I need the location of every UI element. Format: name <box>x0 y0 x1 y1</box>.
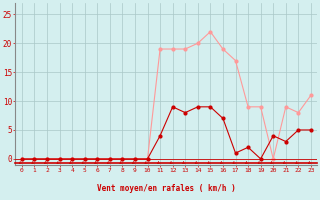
X-axis label: Vent moyen/en rafales ( km/h ): Vent moyen/en rafales ( km/h ) <box>97 184 236 193</box>
